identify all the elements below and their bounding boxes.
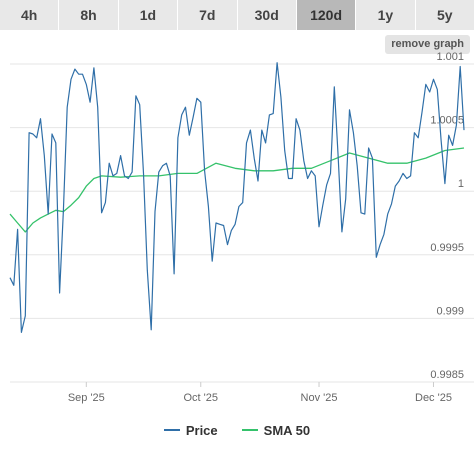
y-tick-label: 0.9995: [430, 242, 464, 254]
tab-1d[interactable]: 1d: [118, 0, 179, 30]
legend-item-price[interactable]: Price: [163, 422, 218, 438]
legend-swatch-sma: [241, 429, 258, 431]
y-tick-label: 1.0005: [430, 115, 464, 127]
x-tick-label: Nov '25: [301, 392, 338, 404]
y-axis-ticks: 0.9985 0.999 0.9995 1 1.0005 1.001: [430, 51, 464, 381]
tab-1y[interactable]: 1y: [356, 0, 416, 30]
y-tick-label: 1: [458, 178, 464, 190]
chart-legend: Price SMA 50: [0, 420, 474, 440]
legend-label-sma: SMA 50: [263, 422, 311, 438]
x-tick-label: Dec '25: [415, 392, 452, 404]
legend-item-sma[interactable]: SMA 50: [241, 422, 311, 438]
y-tick-label: 1.001: [436, 51, 464, 63]
x-tick-label: Sep '25: [68, 392, 105, 404]
y-tick-label: 0.9985: [430, 369, 464, 381]
price-line: [9, 62, 465, 333]
sma-50-line: [9, 147, 465, 233]
tab-8h[interactable]: 8h: [59, 0, 119, 30]
tab-30d[interactable]: 30d: [237, 0, 297, 30]
remove-graph-button[interactable]: remove graph: [385, 35, 470, 54]
tab-7d[interactable]: 7d: [178, 0, 238, 30]
tab-4h[interactable]: 4h: [0, 0, 60, 30]
chart-series: [9, 62, 465, 333]
legend-swatch-price: [163, 429, 180, 431]
legend-label-price: Price: [185, 422, 218, 438]
chart-grid: [10, 63, 474, 383]
tab-120d[interactable]: 120d: [296, 0, 357, 30]
y-tick-label: 0.999: [436, 305, 464, 317]
timeframe-tabs: 4h 8h 1d 7d 30d 120d 1y 5y: [0, 0, 474, 30]
tab-5y[interactable]: 5y: [415, 0, 474, 30]
x-tick-label: Oct '25: [183, 392, 218, 404]
x-axis-ticks: Sep '25 Oct '25 Nov '25 Dec '25: [68, 382, 452, 404]
